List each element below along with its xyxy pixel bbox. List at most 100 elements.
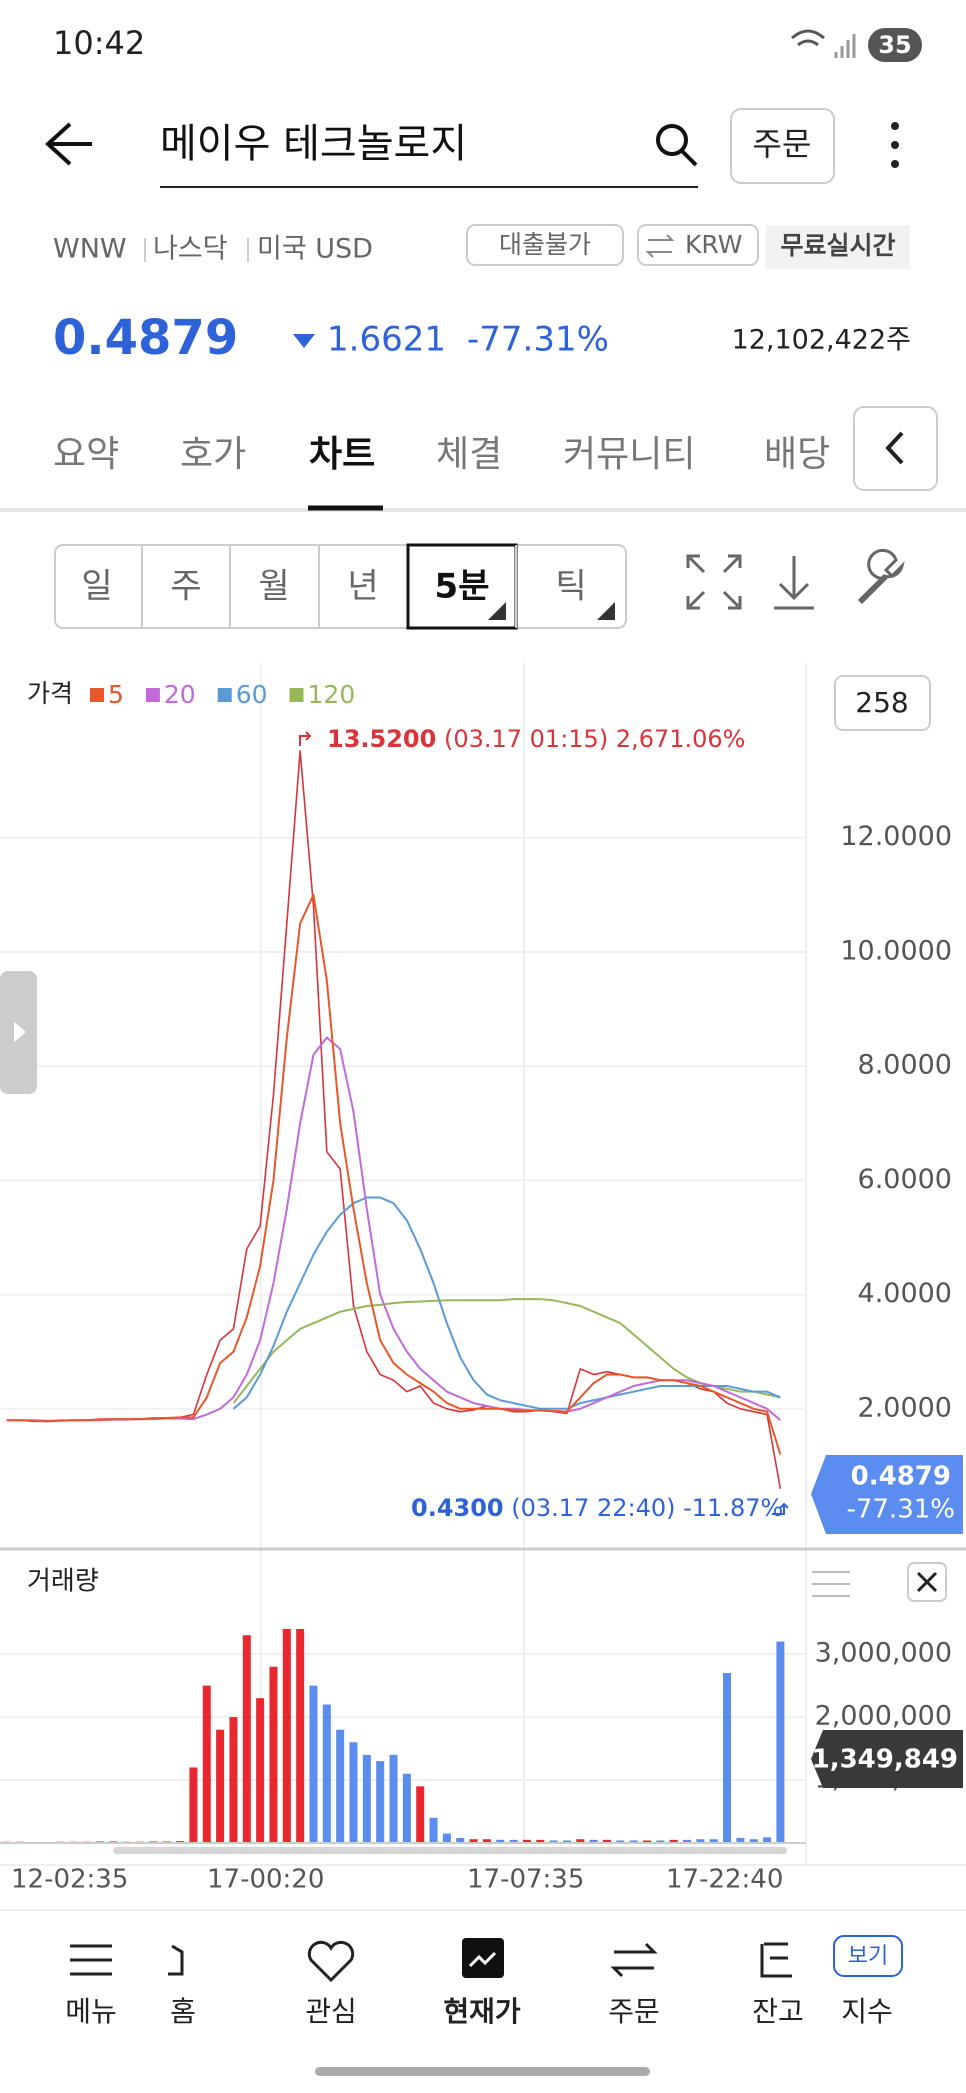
volume-title: 거래량 [27, 1567, 99, 1597]
ma-line [232, 1196, 781, 1410]
volume-bar [362, 1754, 371, 1843]
volume-bar [282, 1628, 291, 1843]
y-tick-label: 12.0000 [840, 821, 952, 852]
volume-bar [322, 1704, 331, 1843]
x-axis: 12-02:35 17-00:20 17-07:35 17-22:40 [11, 1865, 783, 1895]
x-tick-label: 17-22:40 [666, 1865, 783, 1895]
legend: 가격 5 20 60 120 [27, 679, 355, 709]
nav-item[interactable]: 홈 [170, 1995, 196, 2028]
order-icon [610, 1942, 658, 1978]
volume-bar [469, 1839, 478, 1843]
battery [868, 28, 922, 62]
balance-icon [760, 1942, 792, 1978]
legend-swatch [145, 688, 160, 702]
scrollbar[interactable] [113, 1847, 787, 1854]
current-price-tag-change: -77.31% [846, 1495, 955, 1525]
back-button[interactable] [45, 122, 92, 166]
volume-bar [549, 1840, 558, 1843]
volume-bar [749, 1839, 758, 1843]
toolbar-icons [686, 548, 905, 610]
volume-tag [811, 1730, 963, 1788]
price-lines [6, 750, 782, 1489]
current-icon-line [468, 1951, 497, 1968]
more-button[interactable] [891, 122, 899, 168]
period[interactable]: 주 [170, 567, 201, 607]
nav-item[interactable]: 주문 [608, 1995, 660, 2028]
panel-menu[interactable] [812, 1571, 850, 1597]
period[interactable]: 틱 [555, 567, 586, 607]
volume-bar [229, 1717, 238, 1843]
nav-item[interactable]: 메뉴 [65, 1995, 117, 2028]
current-icon [462, 1938, 504, 1978]
ma-line [232, 1298, 781, 1404]
battery-level: 35 [878, 31, 911, 59]
high-marker [299, 731, 312, 746]
period[interactable]: 5분 [435, 567, 490, 607]
nav-item[interactable]: 잔고 [752, 1995, 804, 2028]
tab[interactable]: 체결 [436, 434, 502, 475]
badge [766, 225, 910, 269]
status-time: 10:42 [53, 24, 145, 62]
y-tick-label: 8.0000 [858, 1050, 952, 1081]
legend-title: 가격 [27, 679, 73, 708]
tab[interactable]: 요약 [53, 434, 119, 475]
order-button[interactable] [730, 108, 835, 184]
badge-label: 대출불가 [499, 230, 591, 259]
y-tick-label: 6.0000 [858, 1164, 952, 1195]
volume-bar [496, 1839, 505, 1843]
close-icon [916, 1571, 938, 1593]
nav-item[interactable]: 관심 [305, 1995, 357, 2028]
nav-icons [70, 1940, 792, 1983]
download-icon[interactable] [774, 556, 814, 610]
period[interactable]: 년 [347, 567, 378, 607]
legend-label: 60 [236, 680, 268, 709]
home-indicator [315, 2067, 650, 2076]
legend-swatch [217, 688, 232, 702]
legend-label: 120 [308, 680, 356, 709]
volume-bar [402, 1773, 411, 1843]
legend-label: 5 [108, 680, 124, 709]
expand-icon[interactable] [686, 554, 742, 610]
volume-bar [696, 1839, 705, 1843]
volume-bar [562, 1840, 571, 1843]
menu-icon [70, 1944, 112, 1976]
chevron [885, 431, 904, 465]
volume-bar [376, 1761, 385, 1843]
settings-icon[interactable] [857, 548, 905, 605]
price-change-pct: -77.31% [467, 320, 609, 360]
volume-bar [336, 1729, 345, 1843]
y-tick-label: 2,000,000 [815, 1701, 952, 1732]
tab[interactable]: 차트 [309, 434, 375, 475]
tab[interactable]: 호가 [180, 434, 246, 475]
trade-volume: 12,102,422주 [732, 325, 911, 356]
status-icons [791, 29, 856, 58]
home-icon [168, 1944, 184, 1976]
legend-swatch [289, 688, 304, 702]
nav-item[interactable]: 지수 [841, 1995, 893, 2028]
search-button[interactable] [656, 124, 698, 167]
volume-tag-label: 1,349,849 [812, 1745, 958, 1775]
volume-bar [189, 1767, 198, 1843]
volume-bar [522, 1839, 531, 1843]
tab-scroll-button[interactable] [853, 406, 938, 491]
order-button-label: 주문 [753, 125, 812, 163]
down-arrow [293, 334, 315, 348]
badge [466, 224, 624, 266]
currency-label: KRW [685, 230, 742, 259]
x-tick-label: 17-00:20 [207, 1865, 324, 1895]
nav-item[interactable]: 현재가 [443, 1995, 521, 2028]
volume-bar [656, 1840, 665, 1843]
volume-bar [309, 1685, 318, 1843]
period[interactable]: 일 [81, 567, 112, 607]
current-price-tag-price: 0.4879 [851, 1462, 951, 1492]
volume-bar [269, 1666, 278, 1843]
tab[interactable]: 커뮤니티 [563, 434, 695, 475]
tab[interactable]: 배당 [764, 434, 830, 475]
volume-bar [709, 1839, 718, 1843]
low-marker [772, 1502, 789, 1515]
period[interactable]: 월 [258, 567, 289, 607]
volume-bar [576, 1839, 585, 1843]
badge-label: 무료실시간 [780, 231, 895, 260]
volume-bar [482, 1839, 491, 1843]
